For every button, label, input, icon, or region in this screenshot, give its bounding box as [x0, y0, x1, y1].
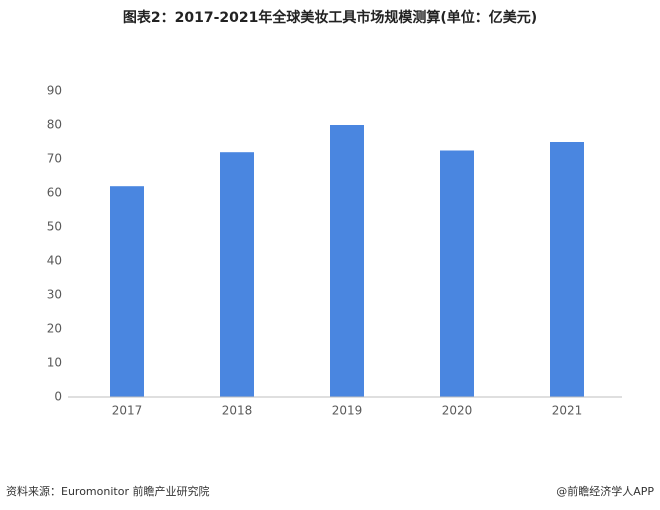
y-tick-label: 20	[47, 322, 62, 336]
x-tick-label: 2018	[222, 404, 253, 418]
bar	[220, 152, 254, 397]
y-tick-label: 90	[47, 84, 62, 98]
y-tick-label: 0	[54, 390, 62, 404]
x-tick-label: 2020	[442, 404, 473, 418]
bar	[440, 150, 474, 397]
bar	[550, 142, 584, 397]
x-tick-label: 2021	[552, 404, 583, 418]
source-note: 资料来源：Euromonitor 前瞻产业研究院	[6, 484, 209, 498]
bar	[110, 186, 144, 397]
bar	[330, 125, 364, 397]
y-tick-label: 60	[47, 186, 62, 200]
y-tick-label: 30	[47, 288, 62, 302]
credit: @前瞻经济学人APP	[556, 484, 654, 498]
chart-title: 图表2：2017-2021年全球美妆工具市场规模测算(单位：亿美元)	[123, 9, 537, 26]
x-tick-label: 2017	[112, 404, 143, 418]
x-tick-label: 2019	[332, 404, 363, 418]
y-tick-label: 40	[47, 254, 62, 268]
y-tick-label: 80	[47, 118, 62, 132]
y-tick-label: 70	[47, 152, 62, 166]
y-tick-label: 50	[47, 220, 62, 234]
y-tick-label: 10	[47, 356, 62, 370]
